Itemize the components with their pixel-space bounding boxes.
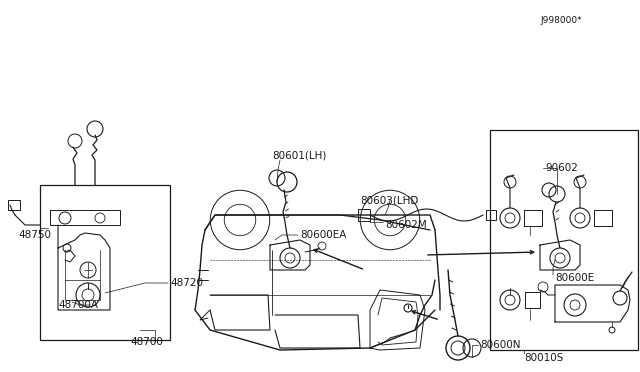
Bar — [40, 185, 170, 340]
Bar — [358, 209, 370, 221]
Text: 80601(LH): 80601(LH) — [272, 150, 326, 160]
Text: 80600EA: 80600EA — [300, 230, 346, 240]
Bar — [486, 210, 496, 220]
Text: 80603(LHD: 80603(LHD — [360, 195, 419, 205]
Text: 80600N: 80600N — [480, 340, 520, 350]
Bar — [490, 130, 638, 350]
Text: J998000*: J998000* — [540, 16, 582, 25]
Text: 48700: 48700 — [130, 337, 163, 347]
Text: 80602M: 80602M — [385, 220, 427, 230]
Text: 80600E: 80600E — [555, 273, 595, 283]
Text: 48700A: 48700A — [58, 300, 98, 310]
Text: 48720: 48720 — [170, 278, 203, 288]
Text: 80010S: 80010S — [524, 353, 563, 363]
Text: 48750: 48750 — [18, 230, 51, 240]
Text: 90602: 90602 — [545, 163, 578, 173]
Bar — [8, 200, 20, 210]
